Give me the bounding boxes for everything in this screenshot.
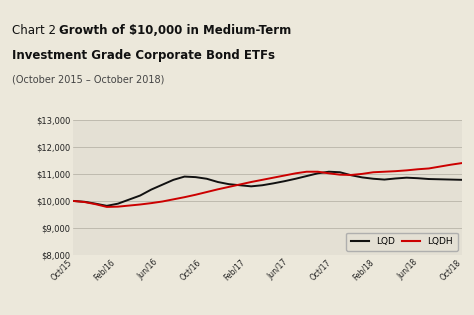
LQDH: [371, 170, 376, 174]
LQD: [71, 199, 76, 203]
LQD: [348, 173, 354, 177]
LQD: [415, 176, 420, 180]
LQD: [392, 177, 398, 180]
LQDH: [82, 200, 87, 204]
LQD: [404, 176, 410, 180]
LQDH: [382, 170, 387, 174]
LQDH: [159, 200, 165, 203]
Line: LQD: LQD: [73, 172, 462, 206]
LQDH: [271, 176, 276, 180]
LQDH: [337, 173, 343, 177]
LQD: [193, 175, 199, 179]
LQDH: [126, 204, 132, 208]
LQD: [248, 185, 254, 188]
LQDH: [293, 171, 299, 175]
LQDH: [226, 185, 232, 189]
LQD: [237, 183, 243, 187]
LQDH: [415, 167, 420, 171]
LQD: [315, 171, 320, 175]
LQDH: [348, 173, 354, 177]
LQDH: [193, 193, 199, 197]
LQD: [371, 177, 376, 180]
LQDH: [392, 169, 398, 173]
LQD: [104, 204, 109, 208]
LQDH: [171, 198, 176, 201]
LQDH: [315, 170, 320, 174]
LQDH: [437, 165, 443, 169]
LQDH: [248, 180, 254, 184]
LQDH: [148, 201, 154, 205]
LQD: [448, 178, 454, 181]
LQDH: [93, 202, 99, 206]
LQD: [437, 177, 443, 181]
LQD: [171, 178, 176, 182]
LQDH: [215, 187, 221, 191]
LQD: [93, 202, 99, 206]
LQDH: [204, 190, 210, 194]
LQD: [382, 178, 387, 181]
LQDH: [259, 178, 265, 182]
LQD: [115, 202, 121, 206]
LQD: [159, 183, 165, 186]
LQD: [82, 200, 87, 204]
LQDH: [426, 167, 432, 170]
LQD: [259, 183, 265, 187]
LQD: [226, 182, 232, 186]
LQD: [304, 174, 310, 178]
LQD: [137, 194, 143, 198]
Text: (October 2015 – October 2018): (October 2015 – October 2018): [12, 74, 164, 84]
LQD: [459, 178, 465, 182]
LQDH: [304, 170, 310, 174]
LQD: [271, 181, 276, 185]
LQDH: [104, 205, 109, 209]
LQDH: [71, 199, 76, 203]
LQD: [337, 170, 343, 174]
LQD: [204, 177, 210, 180]
LQDH: [404, 169, 410, 172]
LQDH: [448, 163, 454, 167]
LQD: [293, 177, 299, 180]
LQDH: [459, 161, 465, 165]
Legend: LQD, LQDH: LQD, LQDH: [346, 232, 457, 251]
LQDH: [326, 171, 332, 175]
LQD: [326, 170, 332, 174]
LQD: [215, 180, 221, 184]
LQDH: [115, 205, 121, 209]
LQD: [148, 188, 154, 192]
LQDH: [359, 172, 365, 176]
LQDH: [137, 203, 143, 206]
LQD: [359, 175, 365, 179]
LQD: [126, 198, 132, 202]
LQDH: [282, 174, 287, 177]
Line: LQDH: LQDH: [73, 163, 462, 207]
LQDH: [237, 183, 243, 186]
LQD: [182, 175, 187, 179]
LQD: [426, 177, 432, 181]
LQD: [282, 179, 287, 183]
Text: Growth of $10,000 in Medium-Term: Growth of $10,000 in Medium-Term: [59, 24, 292, 37]
Text: Chart 2 -: Chart 2 -: [12, 24, 68, 37]
LQDH: [182, 195, 187, 199]
Text: Investment Grade Corporate Bond ETFs: Investment Grade Corporate Bond ETFs: [12, 49, 275, 62]
